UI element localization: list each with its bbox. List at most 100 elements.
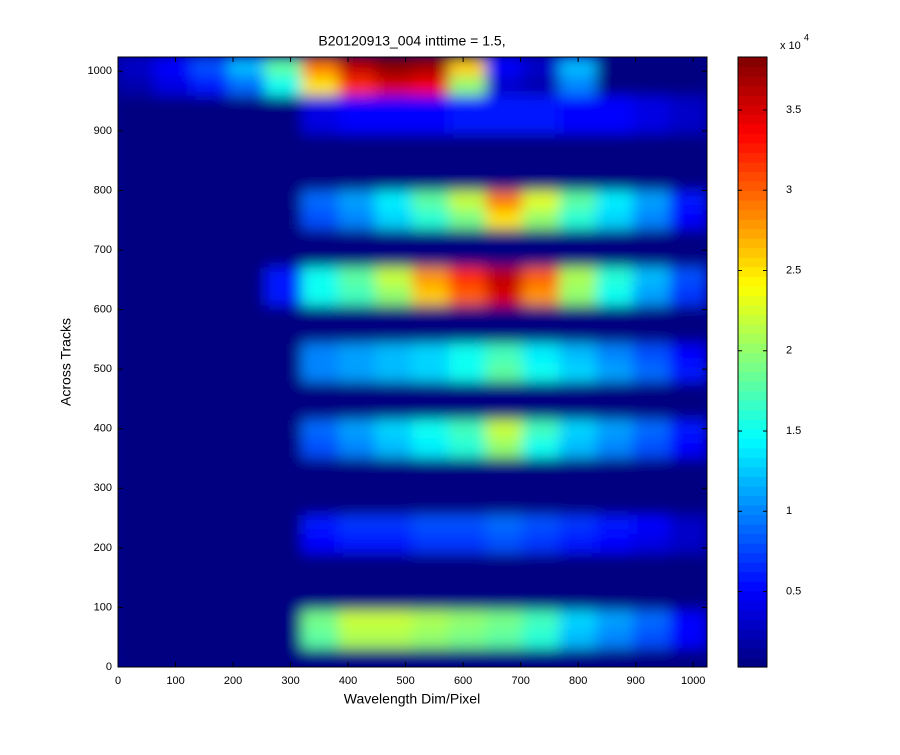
heatmap-cell [412,533,450,554]
heatmap-cell [264,437,303,458]
heatmap-cell [154,494,193,515]
colorbar-swatch [738,152,767,163]
heatmap-cell [632,323,671,344]
heatmap-cell [596,552,634,573]
heatmap-cell [227,475,266,496]
heatmap-cell [559,94,598,115]
colorbar-swatch [738,133,767,144]
heatmap-cell [154,609,193,630]
heatmap-cell [191,323,229,344]
colorbar-swatch [738,266,767,277]
heatmap-cell [559,609,598,630]
heatmap-cell [191,647,229,667]
heatmap-cell [338,628,377,649]
heatmap-cell [596,571,634,592]
heatmap-cell [118,247,156,268]
heatmap-cell [669,228,707,249]
heatmap-cell [375,437,413,458]
heatmap-cell [118,57,156,77]
heatmap-cell [522,361,561,382]
heatmap-cell [301,113,340,134]
heatmap-cell [375,266,413,287]
heatmap-cell [559,323,598,344]
heatmap-cell [227,189,266,210]
heatmap-cell [448,151,487,172]
heatmap-cell [448,552,487,573]
heatmap-cell [191,533,229,554]
heatmap-cell [375,132,413,153]
heatmap-cell [264,228,303,249]
heatmap-cell [669,380,707,401]
y-tick-label: 0 [106,661,112,673]
heatmap-cell [485,342,524,363]
heatmap-cell [154,113,193,134]
heatmap-cell [118,571,156,592]
heatmap-cell [375,94,413,115]
heatmap-cell [338,247,377,268]
heatmap-cell [264,456,303,477]
x-tick-label: 900 [626,675,644,687]
heatmap-cell [264,361,303,382]
heatmap-cell [118,590,156,611]
heatmap-cell [522,285,561,306]
colorbar-swatch [738,171,767,182]
colorbar-swatch [738,76,767,87]
heatmap-cell [227,209,266,230]
heatmap-cell [632,456,671,477]
heatmap-cell [559,399,598,420]
heatmap-cell [118,304,156,325]
heatmap-cell [485,75,524,96]
colorbar-swatch [738,552,767,563]
colorbar-swatch [738,381,767,392]
heatmap-cell [375,170,413,191]
colorbar-swatch [738,476,767,487]
colorbar-swatch [738,485,767,497]
heatmap-cell [301,266,340,287]
heatmap-cell [227,151,266,172]
heatmap-cell [559,75,598,96]
heatmap-cell [632,342,671,363]
heatmap-cell [375,399,413,420]
heatmap-cell [264,285,303,306]
heatmap-cell [559,151,598,172]
heatmap-cell [301,228,340,249]
heatmap-cell [227,437,266,458]
heatmap-cell [154,266,193,287]
heatmap-cell [448,628,487,649]
heatmap-cell [154,304,193,325]
heatmap-cell [375,285,413,306]
heatmap-cell [191,151,229,172]
heatmap-cell [301,189,340,210]
x-tick-label: 800 [569,675,587,687]
heatmap-cell [227,399,266,420]
heatmap-cell [191,57,229,77]
heatmap-cell [264,628,303,649]
heatmap-cell [375,342,413,363]
heatmap-cell [632,285,671,306]
heatmap-cell [522,590,561,611]
heatmap-cell [448,113,487,134]
heatmap-cell [448,361,487,382]
heatmap-cell [264,170,303,191]
colorbar-swatch [738,314,767,325]
heatmap-cell [632,57,671,77]
heatmap-cell [118,361,156,382]
heatmap-cell [669,609,707,630]
heatmap-cell [669,628,707,649]
colorbar-swatch [738,457,767,468]
heatmap-cell [412,94,450,115]
colorbar-multiplier: x 10 [780,40,801,52]
heatmap-cell [412,647,450,667]
heatmap-cell [301,170,340,191]
x-axis-label: Wavelength Dim/Pixel [344,691,480,707]
colorbar-swatch [738,438,767,449]
heatmap-cell [669,170,707,191]
heatmap-cell [412,494,450,515]
heatmap-cell [485,590,524,611]
heatmap-cell [522,151,561,172]
heatmap-cell [669,209,707,230]
heatmap-cell [264,647,303,667]
heatmap-cell [154,209,193,230]
heatmap-cell [522,628,561,649]
heatmap-cell [301,399,340,420]
